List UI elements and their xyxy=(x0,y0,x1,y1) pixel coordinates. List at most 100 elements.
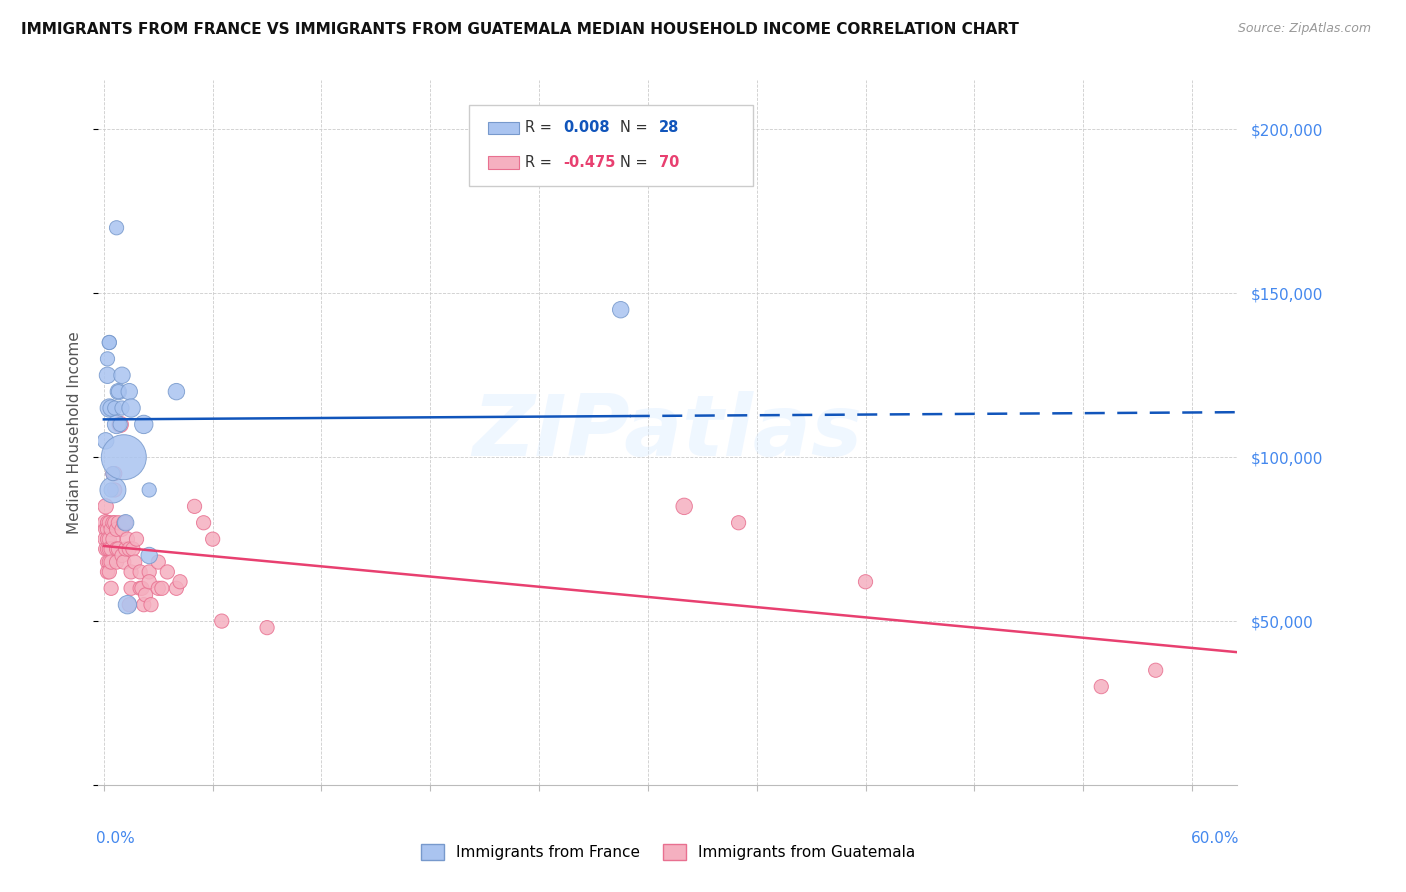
Point xyxy=(94,434,117,448)
Point xyxy=(114,541,136,556)
Text: 70: 70 xyxy=(659,155,679,170)
Point xyxy=(211,614,233,628)
Point xyxy=(112,516,135,530)
Point xyxy=(94,522,117,536)
Point xyxy=(107,384,129,399)
Point xyxy=(100,522,122,536)
Point xyxy=(96,565,118,579)
Text: R =: R = xyxy=(526,155,557,170)
Point xyxy=(112,450,135,465)
Point xyxy=(105,220,128,235)
Point xyxy=(129,565,152,579)
Point xyxy=(138,483,160,497)
Point xyxy=(104,401,127,415)
Point xyxy=(100,555,122,569)
Text: Source: ZipAtlas.com: Source: ZipAtlas.com xyxy=(1237,22,1371,36)
Point xyxy=(183,500,205,514)
Text: -0.475: -0.475 xyxy=(562,155,616,170)
Point xyxy=(169,574,191,589)
Point xyxy=(118,598,141,612)
Point xyxy=(105,522,128,536)
Point xyxy=(98,335,121,350)
Point xyxy=(1090,680,1112,694)
Text: R =: R = xyxy=(526,120,557,136)
Text: 0.0%: 0.0% xyxy=(96,830,135,846)
Point xyxy=(100,541,122,556)
Point xyxy=(100,483,122,497)
Point xyxy=(94,541,117,556)
Point xyxy=(94,500,117,514)
Legend: Immigrants from France, Immigrants from Guatemala: Immigrants from France, Immigrants from … xyxy=(415,838,921,866)
Point xyxy=(94,516,117,530)
Point xyxy=(148,582,170,596)
Point xyxy=(727,516,749,530)
Point xyxy=(118,384,141,399)
Bar xyxy=(488,156,519,169)
Text: N =: N = xyxy=(620,155,652,170)
Point xyxy=(117,532,139,546)
Point xyxy=(111,522,134,536)
Point xyxy=(201,532,224,546)
Point xyxy=(673,500,696,514)
Point xyxy=(96,555,118,569)
Point xyxy=(96,541,118,556)
Point xyxy=(100,582,122,596)
Bar xyxy=(488,121,519,135)
Point xyxy=(98,532,121,546)
Point xyxy=(96,351,118,366)
Point xyxy=(98,401,121,415)
Text: ZIPatlas: ZIPatlas xyxy=(472,391,863,475)
Point xyxy=(117,598,139,612)
Point xyxy=(138,574,160,589)
Point xyxy=(132,417,155,432)
Point xyxy=(98,335,121,350)
Point xyxy=(101,467,124,481)
Point xyxy=(101,483,124,497)
Point xyxy=(112,555,135,569)
Point xyxy=(165,582,187,596)
Point xyxy=(609,302,631,317)
Point xyxy=(148,555,170,569)
Text: 0.008: 0.008 xyxy=(562,120,610,136)
Point xyxy=(138,565,160,579)
Point xyxy=(105,417,128,432)
Point xyxy=(98,555,121,569)
Point xyxy=(108,417,131,432)
Point xyxy=(125,532,148,546)
Point xyxy=(855,574,877,589)
Point xyxy=(156,565,179,579)
FancyBboxPatch shape xyxy=(468,105,754,186)
Point xyxy=(94,532,117,546)
Point xyxy=(108,417,131,432)
Point xyxy=(98,565,121,579)
Point xyxy=(114,516,136,530)
Point xyxy=(120,565,142,579)
Point xyxy=(135,588,157,602)
Point xyxy=(107,541,129,556)
Point xyxy=(165,384,187,399)
Text: IMMIGRANTS FROM FRANCE VS IMMIGRANTS FROM GUATEMALA MEDIAN HOUSEHOLD INCOME CORR: IMMIGRANTS FROM FRANCE VS IMMIGRANTS FRO… xyxy=(21,22,1019,37)
Point xyxy=(105,555,128,569)
Point xyxy=(104,483,127,497)
Point xyxy=(139,598,162,612)
Point xyxy=(131,582,153,596)
Point xyxy=(101,516,124,530)
Point xyxy=(98,516,121,530)
Point xyxy=(111,401,134,415)
Point xyxy=(96,516,118,530)
Point xyxy=(96,368,118,383)
Point xyxy=(96,522,118,536)
Point xyxy=(118,541,141,556)
Point xyxy=(96,532,118,546)
Point xyxy=(111,549,134,563)
Point xyxy=(129,582,152,596)
Point xyxy=(124,555,146,569)
Y-axis label: Median Household Income: Median Household Income xyxy=(67,331,83,534)
Point xyxy=(107,516,129,530)
Point xyxy=(101,532,124,546)
Point xyxy=(104,516,127,530)
Point xyxy=(256,621,278,635)
Point xyxy=(114,516,136,530)
Point xyxy=(120,401,142,415)
Point xyxy=(193,516,215,530)
